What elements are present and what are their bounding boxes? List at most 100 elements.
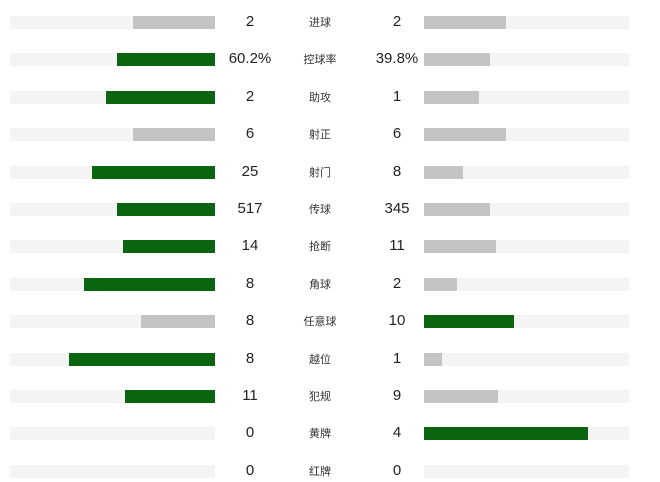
- home-value: 0: [245, 461, 255, 479]
- stat-row: 8 角球 2: [0, 275, 660, 292]
- home-value: 2: [245, 87, 255, 105]
- stat-label: 助攻: [309, 90, 331, 104]
- home-bar-track: [10, 53, 215, 67]
- away-value: 4: [392, 424, 402, 442]
- away-bar: [424, 315, 515, 329]
- stat-label: 进球: [309, 16, 331, 29]
- away-bar-track: [424, 315, 629, 329]
- stat-label: 犯规: [309, 390, 331, 403]
- away-value: 2: [392, 274, 402, 292]
- stat-label: 角球: [309, 277, 331, 291]
- away-value: 11: [389, 237, 405, 255]
- away-bar-track: [424, 464, 629, 478]
- away-bar-track: [424, 390, 629, 403]
- stat-label: 控球率: [303, 53, 337, 67]
- away-bar-track: [424, 165, 629, 179]
- away-bar: [424, 165, 463, 179]
- stat-row: 11 犯规 9: [0, 387, 660, 404]
- home-bar-track: [10, 16, 215, 29]
- stat-row: 0 黄牌 4: [0, 424, 660, 441]
- home-bar: [92, 165, 215, 179]
- away-bar: [424, 352, 443, 366]
- home-bar: [69, 352, 215, 366]
- away-value: 1: [392, 87, 402, 105]
- stat-row: 25 射门 8: [0, 163, 660, 180]
- stat-row: 2 助攻 1: [0, 88, 660, 105]
- stat-label: 越位: [309, 352, 331, 366]
- away-value: 10: [388, 312, 406, 330]
- home-bar-track: [10, 240, 215, 254]
- stat-row: 517 传球 345: [0, 200, 660, 217]
- home-bar: [106, 90, 215, 104]
- stat-row: 14 抢断 11: [0, 237, 660, 254]
- away-bar-track: [424, 53, 629, 67]
- away-bar-track: [424, 16, 629, 29]
- away-value: 345: [384, 200, 410, 217]
- stat-row: 8 任意球 10: [0, 312, 660, 329]
- home-bar-track: [10, 427, 215, 441]
- away-value: 8: [392, 162, 402, 180]
- stat-row: 60.2% 控球率 39.8%: [0, 50, 660, 67]
- away-bar-track: [424, 240, 629, 254]
- stat-row: 8 越位 1: [0, 350, 660, 367]
- away-bar-track: [424, 90, 629, 104]
- home-bar: [133, 128, 215, 142]
- away-bar-track: [424, 427, 629, 441]
- stat-row: 0 红牌 0: [0, 462, 660, 479]
- away-bar-track: [424, 203, 629, 216]
- home-value: 6: [245, 125, 255, 143]
- stat-label: 传球: [309, 203, 331, 216]
- stat-label: 抢断: [309, 240, 331, 254]
- home-bar: [116, 203, 215, 216]
- stat-row: 2 进球 2: [0, 13, 660, 30]
- away-value: 1: [392, 349, 402, 367]
- away-bar: [424, 16, 506, 29]
- stat-label: 任意球: [303, 315, 337, 329]
- home-bar: [124, 390, 215, 403]
- home-value: 60.2%: [228, 50, 272, 68]
- stat-row: 6 射正 6: [0, 125, 660, 142]
- home-bar-track: [10, 203, 215, 216]
- home-bar: [83, 277, 215, 291]
- home-bar: [122, 240, 215, 254]
- away-bar: [424, 240, 496, 254]
- away-bar-track: [424, 352, 629, 366]
- home-bar-track: [10, 464, 215, 478]
- home-bar-track: [10, 315, 215, 329]
- away-bar: [424, 53, 490, 67]
- away-bar: [424, 203, 490, 216]
- away-value: 2: [392, 13, 402, 30]
- away-bar: [424, 128, 506, 142]
- home-bar-track: [10, 277, 215, 291]
- away-value: 39.8%: [375, 50, 419, 68]
- home-value: 11: [242, 387, 258, 404]
- home-value: 8: [245, 312, 255, 330]
- home-value: 25: [241, 162, 259, 180]
- away-bar: [424, 277, 457, 291]
- home-bar: [116, 53, 215, 67]
- away-value: 0: [392, 461, 402, 479]
- away-value: 9: [392, 387, 402, 404]
- stat-label: 射门: [309, 165, 331, 179]
- home-bar: [141, 315, 215, 329]
- home-bar-track: [10, 390, 215, 403]
- home-value: 14: [241, 237, 259, 255]
- away-bar-track: [424, 277, 629, 291]
- stat-label: 黄牌: [309, 427, 331, 441]
- home-bar-track: [10, 90, 215, 104]
- home-value: 8: [245, 349, 255, 367]
- away-bar-track: [424, 128, 629, 142]
- home-bar: [133, 16, 215, 29]
- home-value: 0: [245, 424, 255, 442]
- stat-label: 射正: [309, 128, 331, 142]
- away-bar: [424, 90, 480, 104]
- home-value: 517: [237, 200, 263, 217]
- home-bar-track: [10, 352, 215, 366]
- home-value: 2: [245, 13, 255, 30]
- home-bar-track: [10, 165, 215, 179]
- away-value: 6: [392, 125, 402, 143]
- away-bar: [424, 427, 588, 441]
- home-bar-track: [10, 128, 215, 142]
- stat-label: 红牌: [309, 464, 331, 478]
- home-value: 8: [245, 274, 255, 292]
